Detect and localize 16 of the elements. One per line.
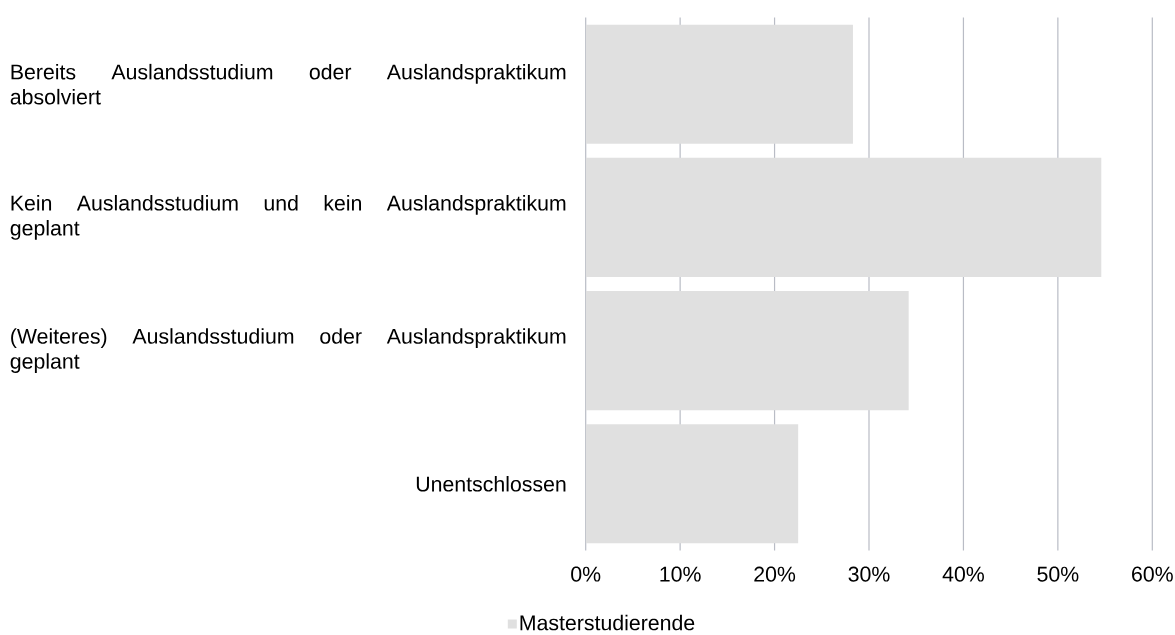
y-tick-label: (Weiteres) Auslandsstudium oder Auslandspraktikum geplant bbox=[10, 328, 566, 374]
x-tick-label: 50% bbox=[1037, 566, 1079, 582]
x-tick-label: 30% bbox=[848, 566, 890, 582]
y-tick-label: Bereits Auslandsstudium oder Auslandspraktikum absolviert bbox=[10, 63, 566, 105]
x-tick-label: 40% bbox=[942, 566, 984, 582]
bar bbox=[585, 24, 853, 144]
y-tick-label: Kein Auslandsstudium und kein Auslandspraktikum geplant bbox=[10, 194, 566, 240]
x-tick-label: 20% bbox=[754, 566, 796, 582]
y-tick-label: Unentschlossen bbox=[416, 475, 566, 492]
bar bbox=[585, 424, 799, 544]
x-tick-label: 10% bbox=[660, 566, 701, 582]
legend-label: Masterstudierende bbox=[520, 614, 695, 631]
x-tick-label: 0% bbox=[571, 566, 601, 582]
bar bbox=[585, 291, 909, 411]
bar bbox=[585, 157, 1102, 277]
x-tick-label: 60% bbox=[1132, 566, 1173, 582]
